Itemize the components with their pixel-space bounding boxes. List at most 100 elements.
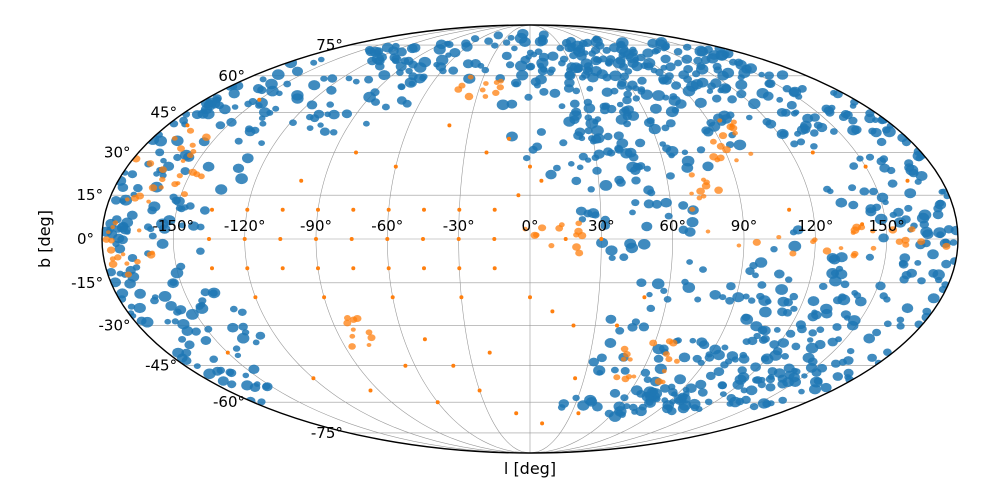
series-a-footprint (184, 340, 195, 350)
series-a-footprint (592, 133, 605, 144)
series-a-footprint (234, 137, 243, 145)
series-a-footprint (661, 397, 669, 404)
series-a-footprint (706, 88, 714, 94)
series-a-footprint (209, 289, 218, 297)
series-a-footprint (638, 403, 647, 411)
series-a-footprint (865, 253, 875, 261)
series-a-footprint (156, 218, 169, 230)
series-b-point (599, 237, 604, 241)
series-a-footprint (830, 89, 838, 96)
series-a-footprint (257, 398, 266, 406)
series-b-footprint (134, 258, 141, 265)
series-a-footprint (133, 184, 143, 193)
series-a-footprint (848, 315, 861, 326)
series-a-footprint (883, 320, 892, 328)
series-b-footprint (458, 82, 466, 89)
series-a-footprint (272, 105, 280, 112)
series-a-footprint (696, 46, 709, 57)
series-a-footprint (605, 314, 617, 324)
series-a-footprint (173, 153, 182, 162)
series-a-footprint (702, 161, 714, 172)
y-tick-label: 75° (316, 36, 343, 54)
series-a-footprint (922, 229, 934, 239)
series-b-footprint (343, 319, 352, 327)
series-a-footprint (706, 119, 716, 127)
series-b-footprint (180, 158, 186, 163)
series-a-footprint (604, 409, 614, 418)
series-a-footprint (786, 100, 797, 110)
series-a-footprint (313, 109, 325, 119)
series-a-footprint (491, 42, 499, 49)
series-a-footprint (259, 76, 267, 83)
data-regions (102, 28, 958, 422)
series-a-footprint (583, 103, 596, 114)
series-b-footprint (730, 119, 737, 125)
series-b-point (322, 295, 327, 300)
series-b-point (207, 237, 211, 241)
series-a-footprint (661, 124, 670, 132)
series-b-footprint (102, 236, 111, 243)
series-a-footprint (289, 119, 297, 126)
series-a-footprint (148, 232, 157, 240)
series-b-footprint (482, 94, 489, 99)
series-a-footprint (181, 348, 192, 358)
series-a-footprint (600, 215, 610, 224)
series-b-point (492, 237, 497, 241)
series-a-footprint (195, 303, 209, 314)
series-a-footprint (364, 75, 374, 84)
series-a-footprint (694, 296, 702, 303)
series-a-footprint (820, 303, 833, 315)
series-a-footprint (175, 205, 183, 212)
series-a-footprint (840, 110, 851, 119)
series-a-footprint (732, 292, 745, 303)
series-a-footprint (291, 90, 304, 101)
series-a-footprint (127, 170, 138, 179)
series-a-footprint (726, 282, 736, 291)
series-a-footprint (753, 376, 763, 384)
series-a-footprint (319, 127, 330, 136)
series-a-footprint (155, 148, 165, 157)
series-a-footprint (619, 72, 629, 81)
series-a-footprint (764, 79, 774, 88)
series-a-footprint (709, 290, 721, 300)
series-a-footprint (736, 89, 747, 99)
series-a-footprint (790, 140, 799, 148)
series-a-footprint (171, 196, 181, 205)
series-b-footprint (732, 130, 738, 136)
series-a-footprint (663, 296, 672, 303)
series-a-footprint (590, 46, 601, 55)
series-a-footprint (922, 307, 932, 316)
series-a-footprint (227, 322, 239, 333)
series-b-point (863, 164, 868, 169)
series-b-footprint (714, 186, 723, 194)
y-axis-label: b [deg] (35, 210, 54, 268)
series-a-footprint (242, 372, 250, 379)
y-tick-label: 60° (218, 67, 245, 85)
series-a-footprint (216, 366, 225, 374)
series-a-footprint (255, 331, 266, 340)
series-b-footprint (202, 133, 211, 141)
series-b-footprint (696, 195, 703, 201)
series-a-footprint (592, 166, 602, 175)
series-a-footprint (186, 309, 199, 320)
series-a-footprint (638, 322, 650, 332)
series-a-footprint (789, 87, 799, 97)
series-a-footprint (572, 394, 580, 402)
series-b-point (299, 178, 304, 183)
series-b-footprint (662, 351, 670, 357)
series-b-point (528, 164, 532, 169)
series-a-footprint (830, 128, 838, 135)
y-tick-label: 15° (77, 186, 104, 204)
series-a-footprint (632, 95, 640, 102)
series-a-footprint (785, 329, 796, 338)
series-a-footprint (835, 336, 842, 343)
series-b-point (435, 400, 440, 405)
series-a-footprint (616, 37, 629, 49)
series-a-footprint (318, 56, 325, 63)
x-tick-label: 30° (588, 217, 615, 235)
x-tick-label: 60° (659, 217, 686, 235)
series-a-footprint (624, 238, 637, 249)
series-a-footprint (904, 188, 917, 199)
series-a-footprint (712, 62, 722, 71)
series-a-footprint (718, 381, 727, 390)
